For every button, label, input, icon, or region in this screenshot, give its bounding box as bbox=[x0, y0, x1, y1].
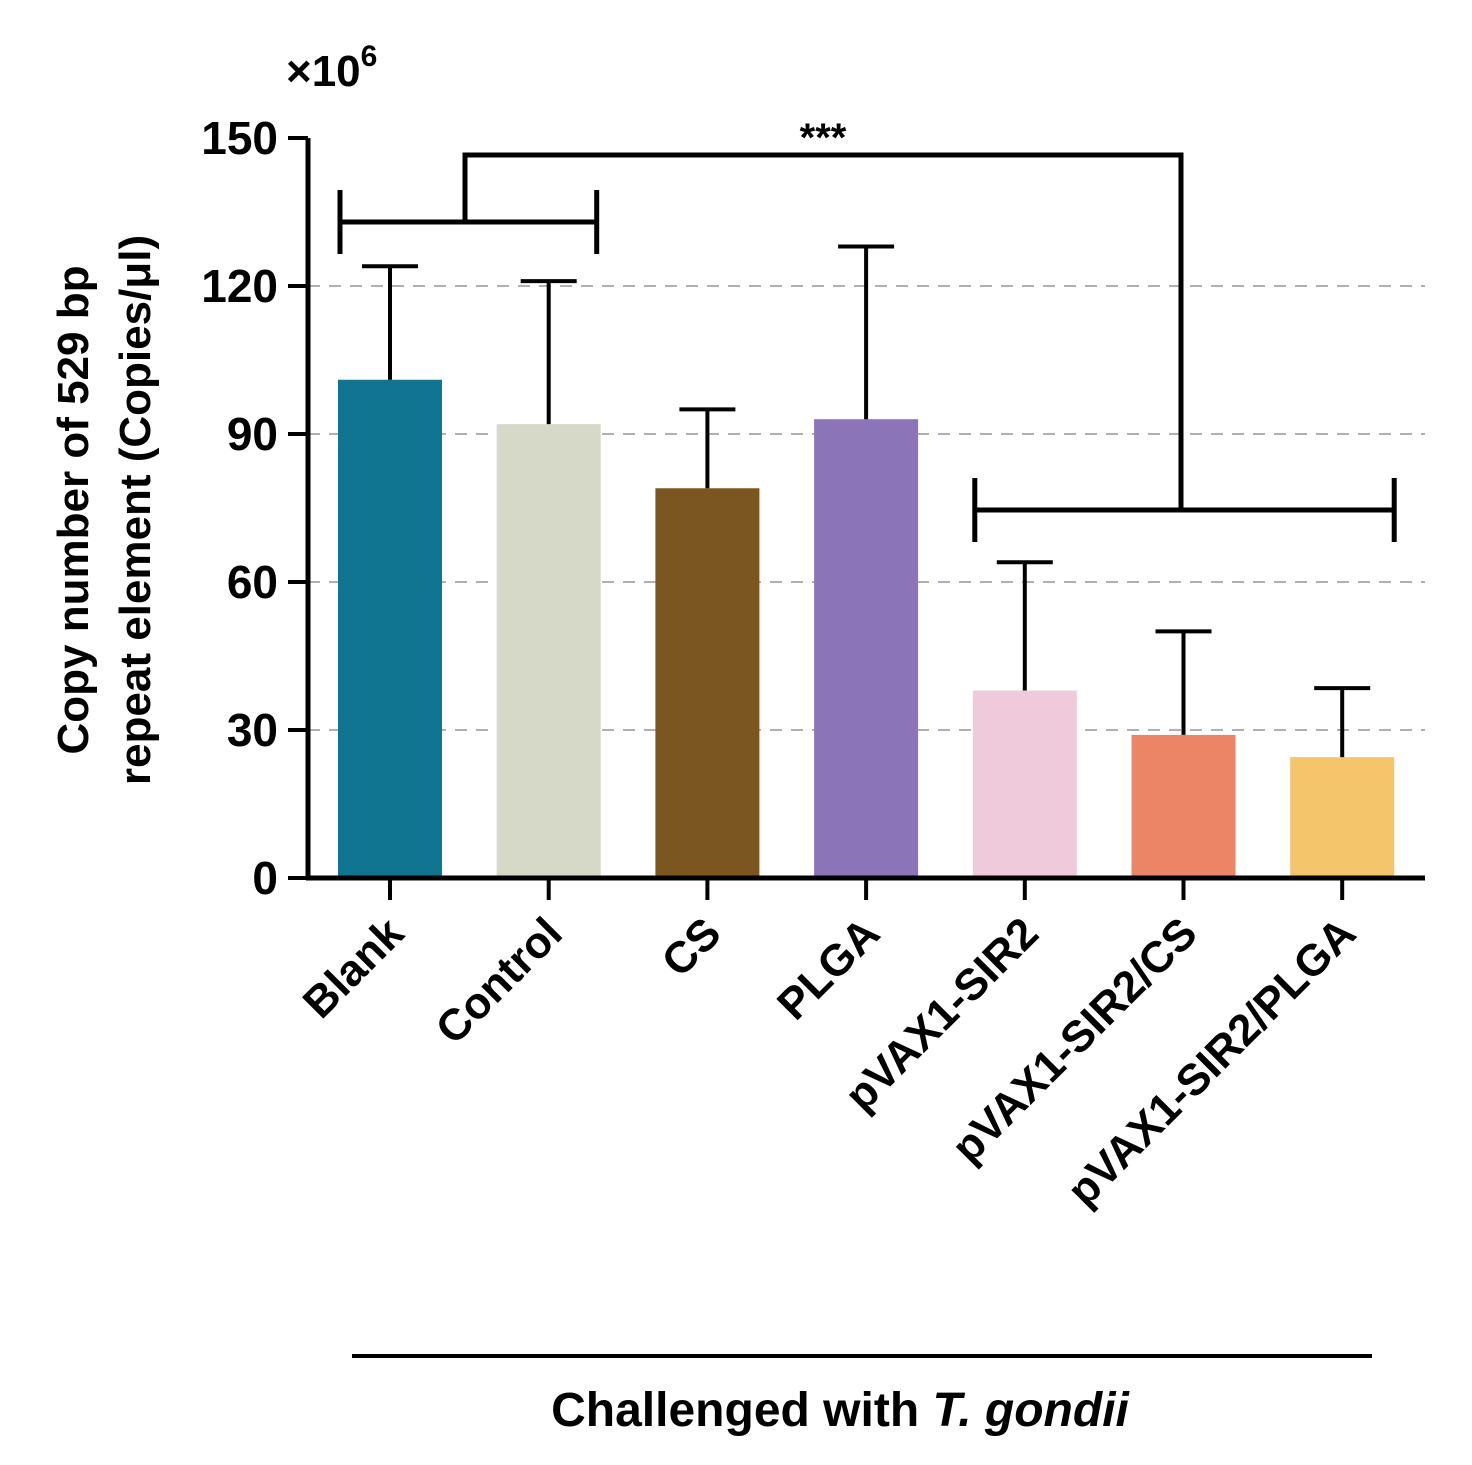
bar-4 bbox=[972, 690, 1077, 878]
error-bars bbox=[362, 244, 1371, 758]
y-axis-title-line-1: Copy number of 529 bp bbox=[49, 266, 98, 755]
y-tick-label-0: 0 bbox=[252, 852, 278, 904]
x-tick-label-3: PLGA bbox=[768, 908, 889, 1029]
bar-5 bbox=[1131, 734, 1236, 878]
y-tick-label-30: 30 bbox=[227, 704, 278, 756]
y-tick-label-150: 150 bbox=[201, 112, 278, 164]
gridlines bbox=[308, 285, 1425, 731]
x-tick-label-1: Control bbox=[427, 908, 572, 1053]
comparison-bracket bbox=[462, 152, 1184, 510]
bar-1 bbox=[496, 424, 601, 878]
x-tick-label-2: CS bbox=[653, 908, 731, 986]
x-axis-caption: Challenged with T. gondii bbox=[551, 1384, 1130, 1437]
x-tick-label-0: Blank bbox=[294, 908, 414, 1028]
y-multiplier-exponent: 6 bbox=[361, 40, 378, 73]
y-axis-title-line-2: repeat element (Copies/μl) bbox=[111, 235, 160, 785]
bar-6 bbox=[1290, 757, 1395, 878]
x-caption-prefix: Challenged with bbox=[551, 1384, 932, 1437]
bar-3 bbox=[814, 419, 919, 878]
x-caption-species: T. gondii bbox=[932, 1384, 1130, 1437]
bar-0 bbox=[338, 379, 442, 878]
y-multiplier: ×106 bbox=[286, 40, 377, 96]
bars bbox=[338, 379, 1395, 878]
y-tick-label-120: 120 bbox=[201, 260, 278, 312]
axes bbox=[288, 136, 1425, 900]
y-axis-title: Copy number of 529 bp repeat element (Co… bbox=[49, 235, 160, 785]
significance-brackets: *** bbox=[337, 116, 1397, 542]
x-tick-label-6: pVAX1-SIR2/PLGA bbox=[1058, 908, 1365, 1215]
significance-label: *** bbox=[800, 116, 847, 160]
y-tick-label-90: 90 bbox=[227, 408, 278, 460]
bar-2 bbox=[655, 488, 760, 878]
y-tick-label-60: 60 bbox=[227, 556, 278, 608]
y-multiplier-base: ×10 bbox=[286, 47, 361, 96]
